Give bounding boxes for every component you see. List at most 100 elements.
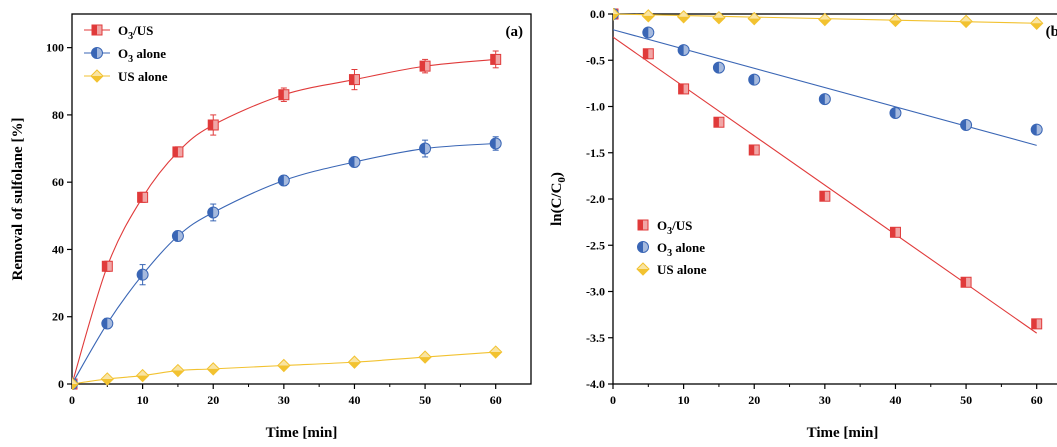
data-point-half xyxy=(642,27,649,38)
fit-line xyxy=(613,29,1037,146)
data-point-half xyxy=(489,352,502,359)
data-point xyxy=(889,226,901,238)
data-point xyxy=(676,10,691,24)
data-point-half xyxy=(137,192,143,203)
data-point xyxy=(748,144,760,156)
x-tick-label: 30 xyxy=(278,393,290,407)
legend-marker xyxy=(90,69,104,83)
x-tick-label: 30 xyxy=(819,393,831,407)
series-circle xyxy=(72,136,502,390)
data-point xyxy=(72,377,79,390)
data-point-half xyxy=(818,19,831,26)
y-tick-label: 100 xyxy=(46,41,64,55)
legend-label-main: O xyxy=(657,240,667,255)
y-tick-label: -3.5 xyxy=(586,331,605,345)
data-point xyxy=(713,116,725,128)
y-tick-label: -2.0 xyxy=(586,192,605,206)
fit-line xyxy=(613,36,1038,334)
legend-item: US alone xyxy=(84,69,168,84)
data-point-half xyxy=(348,362,361,369)
data-point xyxy=(959,14,973,29)
x-tick-label: 20 xyxy=(207,393,219,407)
series-layer xyxy=(613,8,1044,334)
legend-label: US alone xyxy=(118,69,168,84)
data-point-half xyxy=(207,206,214,218)
y-tick-label: 60 xyxy=(52,175,64,189)
legend-marker-half xyxy=(638,220,643,230)
data-point xyxy=(277,174,290,187)
legend-label-sub: 3 xyxy=(667,226,672,237)
y-axis-label: Removal of sulfolane [%] xyxy=(10,118,26,281)
legend-label: O3 alone xyxy=(657,240,705,259)
legend-marker-half xyxy=(91,47,97,59)
chart-panel-b: 0 10 20 30 40 50 600.0-0.5-1.0-1.5-2.0-2.5-3.0… xyxy=(549,7,1057,441)
data-point xyxy=(206,362,220,376)
data-point-half xyxy=(171,370,184,377)
data-point-half xyxy=(889,107,896,119)
data-point-half xyxy=(961,277,967,288)
x-tick-label: 60 xyxy=(1031,393,1043,407)
data-point xyxy=(136,268,149,281)
panel-label: (a) xyxy=(506,24,524,40)
data-point-half xyxy=(1030,23,1043,30)
series-square xyxy=(72,50,502,390)
series-layer xyxy=(72,50,503,390)
data-point-half xyxy=(136,375,149,382)
data-point-half xyxy=(960,21,973,28)
data-point-half xyxy=(137,269,143,281)
legend-label-sub: 3 xyxy=(667,248,672,259)
x-axis-label: Time [min] xyxy=(807,425,879,441)
x-tick-label: 0 xyxy=(69,393,75,407)
data-point-half xyxy=(642,15,655,22)
y-axis-label: ln(C/C0) xyxy=(549,172,568,226)
data-point xyxy=(642,48,654,60)
data-point-half xyxy=(889,20,902,27)
panel-label: (b) xyxy=(1046,24,1057,40)
data-point xyxy=(419,60,431,72)
data-point xyxy=(207,206,220,219)
y-tick-label: -3.0 xyxy=(586,285,605,299)
data-point-half xyxy=(208,120,214,130)
legend-label-main: US alone xyxy=(657,262,707,277)
x-tick-label: 50 xyxy=(419,393,431,407)
data-point-half xyxy=(677,16,690,23)
data-point-half xyxy=(713,117,719,128)
data-point xyxy=(137,191,149,203)
data-point xyxy=(419,142,432,155)
data-point xyxy=(748,73,761,86)
data-point xyxy=(889,106,902,119)
legend-label-main: O xyxy=(118,23,128,38)
data-point-half xyxy=(72,384,78,390)
data-point xyxy=(171,363,185,378)
data-point xyxy=(348,74,360,86)
data-point xyxy=(101,317,114,330)
data-point-half xyxy=(960,119,967,131)
data-point-half xyxy=(613,14,619,20)
data-point-half xyxy=(420,61,426,72)
legend-label: O3 alone xyxy=(118,46,166,65)
data-point-half xyxy=(1031,318,1037,329)
data-point xyxy=(747,11,761,26)
series-diamond xyxy=(613,8,1044,30)
data-point-half xyxy=(349,74,355,85)
legend-marker xyxy=(637,219,649,231)
legend-marker-half xyxy=(91,76,103,82)
data-point-half xyxy=(749,144,755,155)
data-point xyxy=(171,230,184,242)
data-point xyxy=(960,119,973,131)
x-tick-label: 40 xyxy=(889,393,901,407)
y-axis-label-end: ) xyxy=(549,172,565,177)
legend-label-main: US alone xyxy=(118,69,168,84)
legend-label: US alone xyxy=(657,262,707,277)
data-point-half xyxy=(278,175,284,186)
y-tick-label: -0.5 xyxy=(586,53,605,67)
series-circle xyxy=(613,8,1043,146)
data-point xyxy=(678,83,690,95)
x-tick-label: 60 xyxy=(490,393,502,407)
x-tick-label: 40 xyxy=(348,393,360,407)
y-tick-label: -2.5 xyxy=(586,238,605,252)
legend-label-rest: /US xyxy=(132,23,153,38)
data-point xyxy=(489,137,502,150)
legend-label-main: O xyxy=(657,218,667,233)
data-point-half xyxy=(490,138,496,149)
